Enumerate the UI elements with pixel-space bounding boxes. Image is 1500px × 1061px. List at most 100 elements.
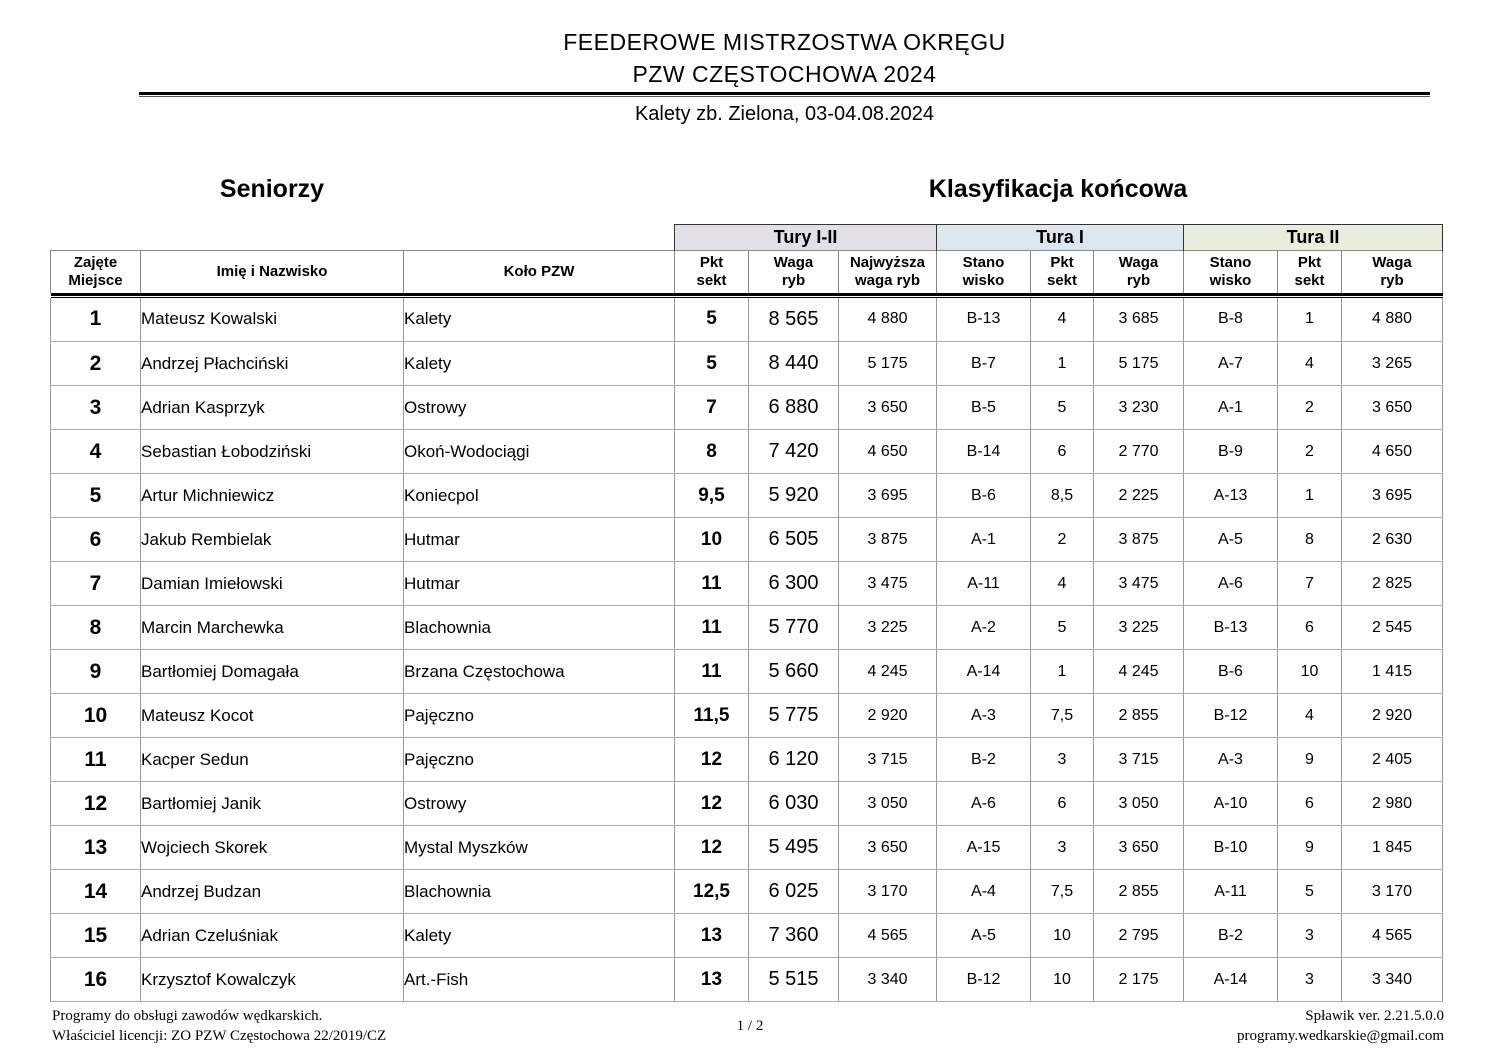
cell-club: Mystal Myszków — [403, 825, 675, 870]
cell-waga: 5 495 — [748, 825, 839, 870]
cell-waga: 6 880 — [748, 385, 839, 430]
cell-club: Hutmar — [403, 561, 675, 606]
cell-najw: 3 650 — [838, 825, 937, 870]
cell-t1_pkt: 3 — [1030, 737, 1094, 782]
group-header-3: Tura II — [1183, 224, 1443, 251]
cell-t1_pkt: 4 — [1030, 561, 1094, 606]
footer-program-version: Spławik ver. 2.21.5.0.0 — [1305, 1008, 1444, 1024]
cell-najw: 2 920 — [838, 693, 937, 738]
cell-najw: 3 170 — [838, 869, 937, 914]
cell-t2_pkt: 4 — [1277, 693, 1342, 738]
cell-t2_stano: A-7 — [1183, 341, 1278, 386]
cell-t1_waga: 3 225 — [1093, 605, 1184, 650]
group-header-1: Tury I-II — [674, 224, 937, 251]
cell-t1_waga: 3 715 — [1093, 737, 1184, 782]
cell-club: Hutmar — [403, 517, 675, 562]
table-row: 16 Krzysztof Kowalczyk Art.-Fish 13 5 515 3 3… — [50, 957, 1443, 1002]
header-cell-waga: Waga ryb — [748, 250, 839, 293]
cell-t2_waga: 4 565 — [1341, 913, 1443, 958]
cell-t1_stano: B-14 — [936, 429, 1031, 474]
footer-program-info: Spławik ver. 2.21.5.0.0 programy.wedkars… — [1237, 1006, 1444, 1046]
cell-t1_pkt: 2 — [1030, 517, 1094, 562]
cell-najw: 3 715 — [838, 737, 937, 782]
cell-place: 11 — [50, 737, 141, 782]
cell-t1_waga: 2 855 — [1093, 693, 1184, 738]
cell-t1_pkt: 10 — [1030, 913, 1094, 958]
cell-club: Pajęczno — [403, 693, 675, 738]
cell-name: Artur Michniewicz — [140, 473, 404, 518]
cell-place: 14 — [50, 869, 141, 914]
cell-club: Pajęczno — [403, 737, 675, 782]
header-separator-line — [50, 292, 1443, 298]
cell-pkt: 12 — [674, 781, 749, 826]
table-row: 9 Bartłomiej Domagała Brzana Częstochowa 11… — [50, 649, 1443, 694]
cell-name: Bartłomiej Domagała — [140, 649, 404, 694]
footer-license: Programy do obsługi zawodów wędkarskich.… — [52, 1006, 386, 1046]
cell-t1_pkt: 4 — [1030, 297, 1094, 342]
cell-name: Sebastian Łobodziński — [140, 429, 404, 474]
cell-najw: 3 050 — [838, 781, 937, 826]
cell-t1_pkt: 1 — [1030, 649, 1094, 694]
cell-waga: 5 515 — [748, 957, 839, 1002]
header-cell-t2_waga: Waga ryb — [1341, 250, 1443, 293]
cell-t2_waga: 4 650 — [1341, 429, 1443, 474]
cell-club: Blachownia — [403, 869, 675, 914]
cell-pkt: 13 — [674, 913, 749, 958]
cell-t2_waga: 1 845 — [1341, 825, 1443, 870]
cell-t2_waga: 3 170 — [1341, 869, 1443, 914]
cell-name: Adrian Czeluśniak — [140, 913, 404, 958]
cell-pkt: 10 — [674, 517, 749, 562]
classification-title: Klasyfikacja końcowa — [928, 175, 1188, 203]
cell-waga: 5 920 — [748, 473, 839, 518]
table-row: 10 Mateusz Kocot Pajęczno 11,5 5 775 2 920 A-3… — [50, 693, 1443, 738]
table-row: 11 Kacper Sedun Pajęczno 12 6 120 3 715 B-2 3 3 … — [50, 737, 1443, 782]
document-header: FEEDEROWE MISTRZOSTWA OKRĘGU PZW CZĘSTOC… — [139, 26, 1430, 90]
cell-t2_stano: B-12 — [1183, 693, 1278, 738]
cell-place: 9 — [50, 649, 141, 694]
cell-t1_stano: B-12 — [936, 957, 1031, 1002]
cell-waga: 8 565 — [748, 297, 839, 342]
cell-t1_stano: A-3 — [936, 693, 1031, 738]
table-row: 14 Andrzej Budzan Blachownia 12,5 6 025 3 170… — [50, 869, 1443, 914]
footer-license-line1: Programy do obsługi zawodów wędkarskich. — [52, 1008, 323, 1024]
header-cell-t1_pkt: Pkt sekt — [1030, 250, 1094, 293]
cell-pkt: 7 — [674, 385, 749, 430]
header-cell-t2_stano: Stano wisko — [1183, 250, 1278, 293]
cell-t2_pkt: 6 — [1277, 781, 1342, 826]
cell-pkt: 11 — [674, 605, 749, 650]
cell-t2_stano: B-6 — [1183, 649, 1278, 694]
cell-t1_pkt: 5 — [1030, 385, 1094, 430]
cell-place: 2 — [50, 341, 141, 386]
cell-name: Damian Imiełowski — [140, 561, 404, 606]
cell-pkt: 5 — [674, 341, 749, 386]
cell-t2_waga: 2 545 — [1341, 605, 1443, 650]
cell-place: 13 — [50, 825, 141, 870]
cell-waga: 7 420 — [748, 429, 839, 474]
cell-najw: 3 225 — [838, 605, 937, 650]
cell-waga: 5 770 — [748, 605, 839, 650]
cell-name: Jakub Rembielak — [140, 517, 404, 562]
page-indicator: 1 / 2 — [736, 1018, 764, 1034]
cell-t2_pkt: 6 — [1277, 605, 1342, 650]
group-header-spacer — [50, 224, 675, 251]
cell-t1_pkt: 5 — [1030, 605, 1094, 650]
group-header-row: Tury I-II Tura I Tura II — [50, 224, 1443, 251]
cell-club: Blachownia — [403, 605, 675, 650]
cell-t1_stano: A-14 — [936, 649, 1031, 694]
table-row: 13 Wojciech Skorek Mystal Myszków 12 5 495 3 … — [50, 825, 1443, 870]
cell-name: Andrzej Płachciński — [140, 341, 404, 386]
cell-club: Kalety — [403, 297, 675, 342]
cell-t2_stano: A-3 — [1183, 737, 1278, 782]
table-row: 3 Adrian Kasprzyk Ostrowy 7 6 880 3 650 B-5 5 3 … — [50, 385, 1443, 430]
cell-t2_stano: A-10 — [1183, 781, 1278, 826]
cell-t1_stano: B-13 — [936, 297, 1031, 342]
cell-t2_waga: 1 415 — [1341, 649, 1443, 694]
cell-place: 5 — [50, 473, 141, 518]
cell-t2_stano: B-2 — [1183, 913, 1278, 958]
header-cell-club: Koło PZW — [403, 250, 675, 293]
table-row: 6 Jakub Rembielak Hutmar 10 6 505 3 875 A-1 2 3 … — [50, 517, 1443, 562]
table-row: 5 Artur Michniewicz Koniecpol 9,5 5 920 3 695… — [50, 473, 1443, 518]
table-row: 4 Sebastian Łobodziński Okoń-Wodociągi 8 7 4… — [50, 429, 1443, 474]
cell-t2_stano: A-11 — [1183, 869, 1278, 914]
cell-t1_stano: A-2 — [936, 605, 1031, 650]
